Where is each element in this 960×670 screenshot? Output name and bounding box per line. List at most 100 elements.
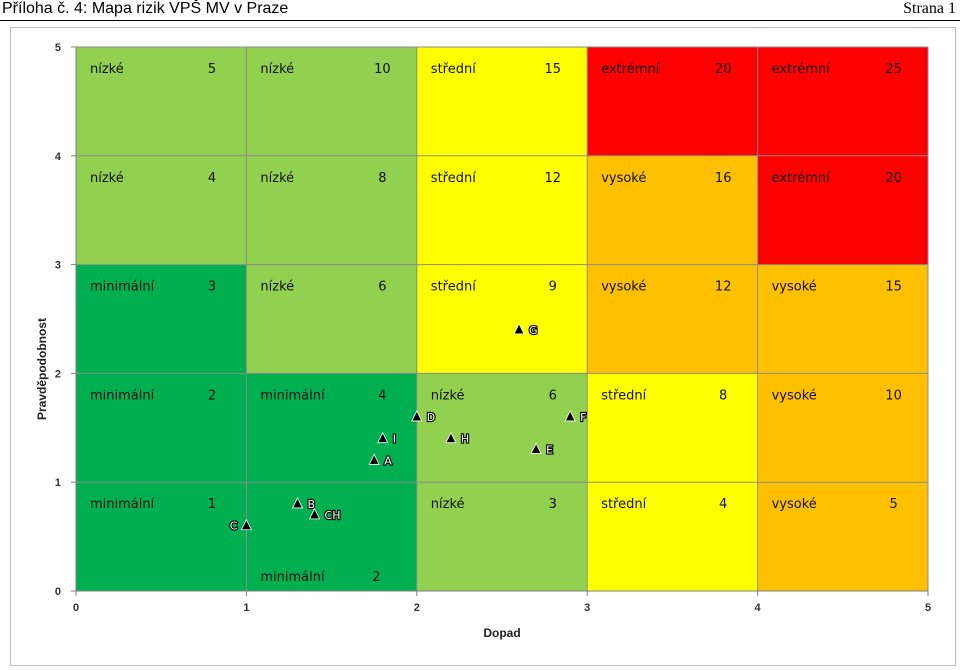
risk-cell-score: 10: [374, 62, 391, 77]
risk-cell: [416, 264, 588, 374]
risk-point-marker: [291, 497, 304, 509]
risk-cell-score: 3: [549, 497, 557, 512]
risk-cell: [416, 155, 588, 265]
risk-cell: [416, 47, 588, 156]
risk-cell-level: vysoké: [772, 497, 817, 512]
y-tick-label: 4: [55, 151, 62, 163]
page-number: Strana 1: [903, 0, 956, 17]
risk-cell: [587, 264, 758, 374]
risk-cell-level: nízké: [90, 171, 124, 186]
risk-cell-score: 12: [715, 280, 732, 295]
risk-cell-level: střední: [431, 171, 476, 186]
risk-cell: [416, 373, 588, 483]
risk-point-label: E: [546, 444, 553, 457]
risk-cell-score: 8: [719, 388, 727, 403]
risk-cell: [246, 47, 417, 156]
risk-cell: [587, 47, 758, 156]
risk-cell: [757, 482, 928, 591]
risk-cell-level: nízké: [260, 171, 294, 186]
y-tick-label: 2: [55, 368, 61, 380]
x-axis-title: Dopad: [483, 626, 520, 640]
risk-cell: [246, 373, 417, 483]
y-tick-label: 3: [55, 260, 61, 272]
risk-cell-level: nízké: [90, 62, 124, 77]
risk-cell-level: minimální: [90, 280, 155, 295]
risk-cell: [587, 155, 758, 265]
risk-cell-labels: nízké 5 nízké 10 střední 15 extrémní 20 extrémní…: [90, 62, 902, 585]
risk-point-label: D: [427, 411, 435, 424]
risk-cell-score: 16: [715, 171, 732, 186]
x-tick-label: 3: [584, 602, 590, 614]
risk-cell: [246, 264, 417, 374]
risk-points: G D F I H E A B CH C: [229, 322, 588, 534]
risk-cell-score: 20: [715, 62, 732, 77]
risk-cell-score: 9: [549, 280, 557, 295]
y-tick-label: 0: [55, 586, 61, 598]
risk-cell-level: střední: [431, 62, 476, 77]
risk-cell-level: minimální: [260, 388, 325, 403]
risk-cell: [246, 482, 417, 591]
risk-cell: [587, 373, 758, 483]
x-tick-label: 0: [73, 602, 79, 614]
risk-cell: [587, 482, 758, 591]
risk-cell: [757, 373, 928, 483]
risk-cell: [757, 47, 928, 156]
risk-cell: [757, 155, 928, 265]
header-divider: [0, 20, 960, 21]
risk-cell-score: 6: [549, 388, 557, 403]
risk-point-label: G: [529, 324, 538, 337]
x-tick-label: 5: [925, 602, 931, 614]
risk-cell: [76, 373, 247, 483]
x-tick-label: 4: [755, 602, 762, 614]
risk-point-marker: [368, 453, 380, 465]
risk-point-marker: [530, 442, 542, 454]
risk-cell-level: vysoké: [772, 280, 817, 295]
risk-cell-score: 15: [885, 280, 902, 295]
page-header-title: Příloha č. 4: Mapa rizik VPŠ MV v Praze: [2, 0, 289, 17]
risk-cell-score: 5: [889, 497, 897, 512]
risk-cell-score: 2: [372, 570, 380, 585]
risk-cell-level: minimální: [90, 497, 155, 512]
risk-cell-level: nízké: [260, 280, 294, 295]
risk-cell-score: 4: [719, 497, 727, 512]
risk-point-marker: [411, 410, 423, 422]
risk-cell-level: extrémní: [772, 62, 831, 77]
risk-cell-score: 5: [208, 62, 216, 77]
risk-cell-level: nízké: [431, 497, 465, 512]
risk-cell-level: střední: [431, 280, 476, 295]
risk-point-marker: [308, 507, 321, 520]
y-tick-label: 1: [55, 477, 61, 489]
risk-cell-level: extrémní: [772, 171, 831, 186]
risk-point-label: A: [384, 454, 392, 467]
risk-cell: [757, 264, 928, 374]
risk-point-label: CH: [325, 509, 341, 522]
risk-cell-level: nízké: [260, 62, 294, 77]
risk-cell: [76, 264, 247, 374]
risk-cell-score: 1: [208, 497, 216, 512]
y-axis-title: Pravděpodobnost: [35, 318, 49, 420]
risk-cell-score: 20: [885, 171, 902, 186]
risk-cell-level: vysoké: [601, 171, 646, 186]
risk-point-label: H: [461, 433, 469, 446]
risk-point-marker: [377, 431, 389, 444]
risk-point-marker: [513, 322, 525, 335]
risk-point-marker: [445, 431, 457, 444]
risk-cell-level: střední: [601, 388, 646, 403]
risk-cell-score: 4: [208, 171, 216, 186]
x-tick-label: 1: [243, 602, 249, 614]
risk-point-label: I: [393, 433, 396, 446]
risk-point-label: B: [308, 498, 316, 511]
risk-cells: [76, 47, 928, 591]
chart-frame: [10, 27, 956, 666]
risk-cell-level: vysoké: [601, 280, 646, 295]
risk-cell-level: nízké: [431, 388, 465, 403]
risk-cell-level: extrémní: [601, 62, 660, 77]
x-tick-label: 2: [414, 602, 420, 614]
risk-cell: [416, 482, 588, 591]
risk-cell: [246, 155, 417, 265]
risk-cell-level: minimální: [90, 388, 155, 403]
risk-cell-level: vysoké: [772, 388, 817, 403]
risk-cell-score: 12: [545, 171, 562, 186]
